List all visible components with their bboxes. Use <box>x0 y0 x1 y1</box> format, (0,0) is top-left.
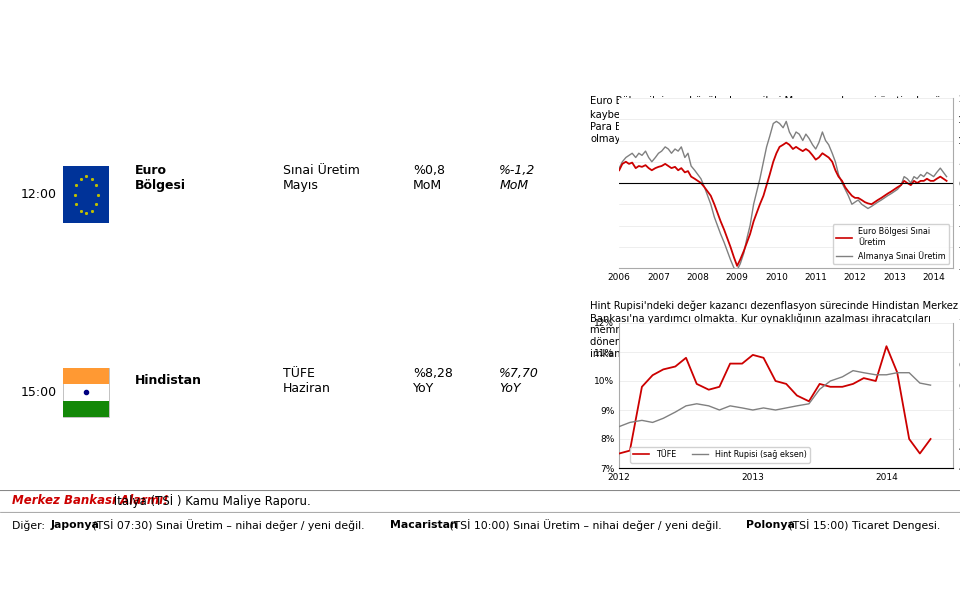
Text: Polonya: Polonya <box>747 520 796 531</box>
Bar <box>63 401 109 417</box>
Text: %0,8
MoM: %0,8 MoM <box>413 164 444 192</box>
Text: TÜFE
Haziran: TÜFE Haziran <box>283 367 331 395</box>
Text: Hindistan: Hindistan <box>134 375 202 387</box>
Text: (TSİ 15:00) Ticaret Dengesi.: (TSİ 15:00) Ticaret Dengesi. <box>785 520 941 531</box>
Text: Diğer:: Diğer: <box>12 520 48 531</box>
Text: %7,70
YoY: %7,70 YoY <box>499 367 540 395</box>
Text: Beklenti: Beklenti <box>504 67 553 81</box>
Text: Veri / Dönemi: Veri / Dönemi <box>293 67 372 81</box>
Legend: TÜFE, Hint Rupisi (sağ eksen): TÜFE, Hint Rupisi (sağ eksen) <box>630 447 809 463</box>
Text: Macaristan: Macaristan <box>390 520 458 531</box>
Text: (TSİ 10:00) Sınai Üretim – nihai değer / yeni değil.: (TSİ 10:00) Sınai Üretim – nihai değer /… <box>445 520 725 531</box>
Text: Euro
Bölgesi: Euro Bölgesi <box>134 164 185 192</box>
Text: Sınai Üretim
Mayıs: Sınai Üretim Mayıs <box>283 164 360 192</box>
Text: Yorum: Yorum <box>590 67 627 81</box>
Text: %-1,2
MoM: %-1,2 MoM <box>499 164 536 192</box>
Text: %8,28
YoY: %8,28 YoY <box>413 367 453 395</box>
Text: İtalya (TSİ ) Kamu Maliye Raporu.: İtalya (TSİ ) Kamu Maliye Raporu. <box>110 494 311 508</box>
Text: 12:00: 12:00 <box>21 188 58 201</box>
Bar <box>63 368 109 417</box>
Text: (TSİ 07:30) Sınai Üretim – nihai değer / yeni değil.: (TSİ 07:30) Sınai Üretim – nihai değer /… <box>89 520 369 531</box>
Text: Japonya: Japonya <box>51 520 100 531</box>
Text: Ülke: Ülke <box>168 67 194 81</box>
Text: btyilmaz@ziraatyatirim.com.tr: btyilmaz@ziraatyatirim.com.tr <box>800 43 948 53</box>
Text: Hint Rupisi'ndeki değer kazancı dezenflasyon sürecinde Hindistan Merkez Bankası': Hint Rupisi'ndeki değer kazancı dezenfla… <box>590 301 958 359</box>
Bar <box>63 166 109 223</box>
Bar <box>63 368 109 384</box>
Text: Merkez Bankası Alarmı!: Merkez Bankası Alarmı! <box>12 494 168 507</box>
Text: Pazartesi, 14 Temmuz 2014: Pazartesi, 14 Temmuz 2014 <box>255 16 705 44</box>
Text: Bayrak: Bayrak <box>86 67 128 81</box>
Legend: Euro Bölgesi Sınai
Üretim, Almanya Sınai Üretim: Euro Bölgesi Sınai Üretim, Almanya Sınai… <box>832 224 949 264</box>
Text: Euro Bölgesi'nin en büyük ekonomileri Mayıs ayında sınai üretimde güç kaybettile: Euro Bölgesi'nin en büyük ekonomileri Ma… <box>590 96 947 144</box>
Text: Bora Tamer Yılmaz: Bora Tamer Yılmaz <box>845 19 948 29</box>
Text: Ziraat Yatırım: Ziraat Yatırım <box>12 18 108 31</box>
Text: TSİ: TSİ <box>21 67 39 81</box>
Text: 15:00: 15:00 <box>21 386 58 399</box>
Text: Önceki: Önceki <box>418 67 458 81</box>
Text: Makroekonomik Ajanda: Makroekonomik Ajanda <box>12 43 176 56</box>
